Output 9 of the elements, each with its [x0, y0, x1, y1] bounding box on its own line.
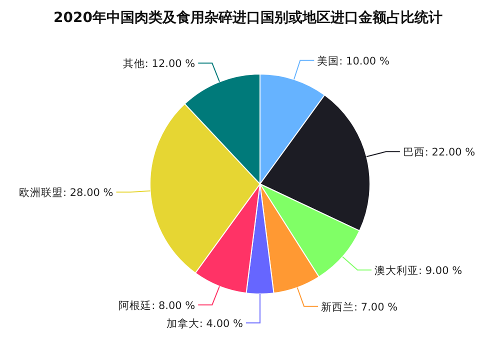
- slice-label: 其他: 12.00 %: [122, 57, 196, 70]
- slice-label: 美国: 10.00 %: [317, 54, 390, 68]
- slice-label: 澳大利亚: 9.00 %: [374, 264, 462, 277]
- slice-label: 欧洲联盟: 28.00 %: [19, 186, 114, 200]
- slice-label: 新西兰: 7.00 %: [321, 300, 398, 314]
- slice-label: 巴西: 22.00 %: [402, 146, 476, 159]
- slice-label: 加拿大: 4.00 %: [166, 316, 244, 330]
- chart-title: 2020年中国肉类及食用杂碎进口国别或地区进口金额占比统计: [54, 9, 442, 26]
- slice-label: 阿根廷: 8.00 %: [118, 300, 196, 312]
